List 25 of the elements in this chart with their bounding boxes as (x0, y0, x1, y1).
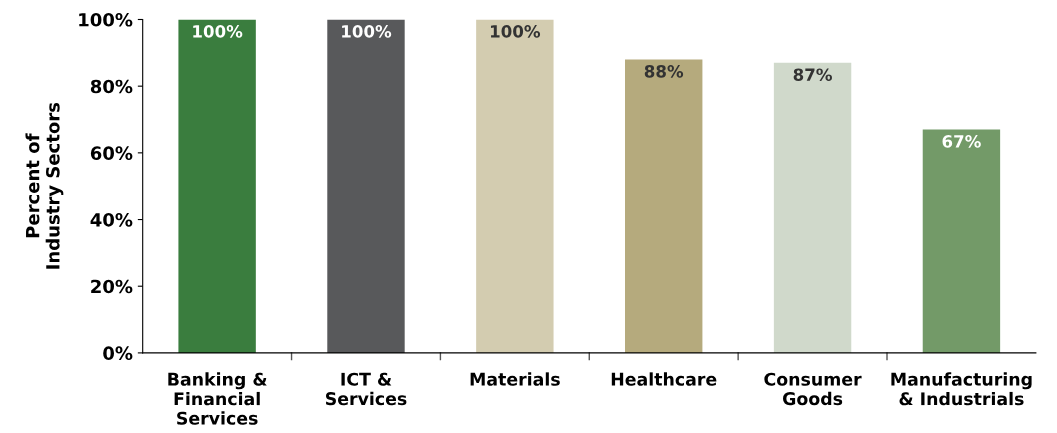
bar (922, 129, 1001, 353)
y-tick-label: 100% (79, 12, 133, 27)
bar (178, 19, 256, 353)
y-tick-label: 40% (90, 212, 133, 227)
bar (327, 19, 405, 353)
data-label: 67% (942, 135, 981, 148)
x-tick-label: Consumer Goods (764, 372, 862, 406)
x-tick-label: Manufacturing & Industrials (891, 372, 1032, 406)
data-label: 100% (490, 25, 541, 38)
data-label: 100% (342, 25, 392, 38)
x-tick-label: ICT & Services (325, 372, 407, 406)
y-axis-title: Percent of Industry Sectors (25, 102, 64, 269)
x-tick-label: Banking & Financial Services (168, 372, 267, 425)
y-tick-label: 20% (91, 279, 133, 294)
data-label: 88% (644, 65, 684, 78)
y-tick-label: 60% (90, 146, 133, 160)
data-label: 100% (193, 25, 243, 38)
y-tick-label: 80% (90, 79, 133, 94)
bar (773, 62, 852, 353)
bar (476, 19, 554, 353)
y-tick-label: 0% (103, 346, 133, 361)
data-label: 87% (793, 68, 832, 81)
x-tick-label: Materials (470, 372, 560, 386)
x-tick-label: Healthcare (611, 372, 717, 386)
bar (625, 59, 703, 353)
